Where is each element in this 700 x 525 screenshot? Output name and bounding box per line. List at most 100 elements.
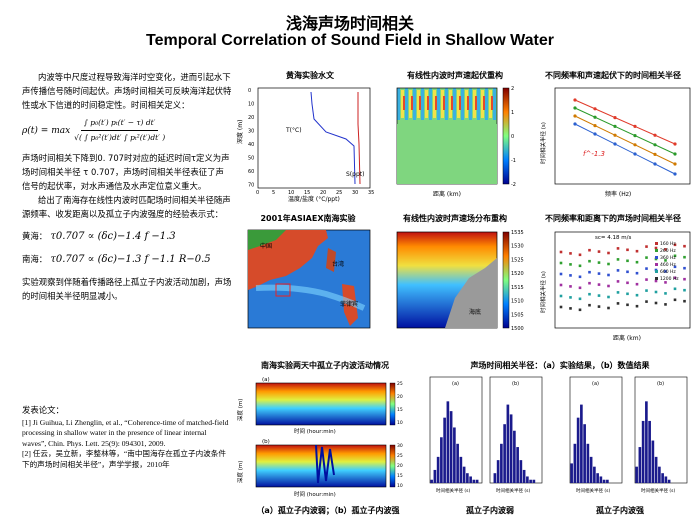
histogram-bar	[430, 479, 433, 483]
range-point	[607, 284, 610, 288]
ssp-seabed-label: 海底	[469, 308, 481, 316]
hydro-xticks: 0 5 10 15 20 25 30 35	[256, 190, 374, 196]
histogram-bar	[500, 443, 503, 483]
range-point	[607, 273, 610, 277]
hydro-xtick: 0	[256, 190, 259, 196]
range-point	[635, 282, 639, 286]
histogram-panel-label: (a)	[452, 381, 459, 387]
fluct-xlabel: 距离 (km)	[433, 190, 461, 198]
range-point	[607, 262, 610, 266]
range-point	[616, 258, 620, 261]
formula-numerator: ∫ p₀(t′) pₜ(t′ − τ) dt′	[80, 116, 159, 131]
histogram-bar	[519, 460, 523, 483]
histogram-bar	[469, 476, 472, 483]
freq-point	[613, 142, 617, 146]
freq-point	[673, 142, 677, 146]
caption-bottom-weak: 孤立子内波弱	[466, 506, 514, 515]
intro-paragraph-4: 实验观察到伴随着传播路径上孤立子内波活动加剧，声场的时间相关半径明显减小。	[22, 277, 232, 301]
range-point	[559, 294, 563, 298]
freq-annot: f^-1.3	[583, 150, 605, 158]
range-point	[559, 261, 563, 265]
hydro-ytick: 50	[248, 156, 254, 162]
range-point	[578, 308, 582, 312]
histogram-bar	[580, 404, 583, 483]
hydro-ytick: 60	[248, 169, 254, 175]
histogram-panel-label: (b)	[657, 381, 664, 387]
temperature-profile	[310, 91, 356, 185]
caption-range-radius: 不同频率和距离下的声场时间相关半径	[545, 214, 681, 223]
range-point	[588, 259, 591, 263]
histogram-bar	[436, 456, 440, 483]
histogram-bar	[658, 466, 661, 483]
caption-asiaex: 2001年ASIAEX南海实验	[260, 214, 356, 223]
histogram-bar	[496, 460, 500, 483]
iw-xlabel-a: 时间 (hour:min)	[294, 427, 336, 435]
range-point	[626, 270, 629, 274]
range-point	[683, 244, 686, 248]
range-point	[626, 281, 629, 285]
histogram-bar	[599, 476, 603, 483]
range-point	[588, 248, 591, 252]
range-point	[626, 248, 629, 252]
asiaex-map: 中国 台湾 菲律宾	[247, 229, 371, 329]
range-point	[597, 250, 601, 253]
hydro-ytick: 70	[248, 183, 254, 189]
range-point	[664, 303, 667, 306]
range-point	[683, 255, 686, 259]
caption-corr-radius: 声场时间相关半径：（a）实验结果，（b）数值结果	[470, 361, 650, 370]
range-point	[683, 288, 686, 292]
ssp-colorbar	[502, 231, 510, 329]
range-legend-item: 160 Hz	[660, 241, 676, 247]
range-point	[645, 245, 648, 248]
temp-label: T(°C)	[285, 127, 302, 134]
colorbar-tick: 2	[511, 86, 514, 92]
map-label-philippines: 菲律宾	[340, 300, 358, 308]
freq-point	[613, 116, 617, 120]
iw-colorbar-tick: 25	[397, 453, 403, 459]
iw-colorbar-tick: 10	[397, 483, 403, 489]
histogram-bar	[586, 443, 590, 483]
histogram-bar	[606, 479, 609, 483]
range-point	[654, 279, 658, 283]
range-legend-swatch	[655, 256, 658, 259]
histogram-bar	[433, 469, 437, 483]
colorbar-tick: 1505	[511, 312, 524, 318]
hydro-ytick: 10	[248, 102, 254, 108]
colorbar-tick: 1515	[511, 285, 524, 291]
map-land-north	[248, 230, 286, 250]
formula-fraction: ∫ p₀(t′) pₜ(t′ − τ) dt′ √( ∫ p₀²(t′)dt′ …	[74, 116, 165, 145]
histogram-bar	[651, 440, 655, 483]
map-experiment-box	[275, 283, 291, 297]
range-point	[645, 278, 648, 281]
histogram-bar	[529, 479, 532, 483]
range-legend-swatch	[655, 277, 658, 280]
range-point	[616, 302, 620, 305]
histogram-bar	[459, 456, 463, 483]
range-point	[597, 261, 601, 264]
range-point	[645, 256, 648, 259]
range-point	[597, 272, 601, 275]
range-legend-swatch	[655, 242, 658, 245]
freq-series-line	[574, 107, 676, 155]
range-point	[626, 292, 629, 296]
iw-colorbar-tick: 20	[397, 394, 403, 400]
range-point	[588, 303, 591, 307]
freq-point	[633, 152, 637, 156]
freq-point	[593, 132, 597, 136]
range-point	[559, 283, 563, 287]
histogram-bar	[513, 430, 516, 483]
iw-colorbar-tick: 20	[397, 463, 403, 469]
freq-point	[573, 114, 577, 118]
freq-point	[633, 134, 637, 138]
range-point	[664, 248, 667, 251]
range-top-label: sc= 4.18 m/s	[595, 235, 631, 241]
caption-freq-radius: 不同频率和声速起伏下的时间相关半径	[545, 71, 681, 80]
hydro-xtick: 20	[320, 190, 326, 196]
histogram-bar	[526, 476, 529, 483]
caption-ssp: 有线性内波时声速场分布重构	[403, 214, 507, 223]
freq-point	[633, 143, 637, 147]
range-legend-item: 460 Hz	[660, 262, 676, 268]
salinity-profile	[357, 92, 361, 185]
hydrology-frame	[257, 87, 371, 189]
histogram-bar	[573, 443, 577, 483]
